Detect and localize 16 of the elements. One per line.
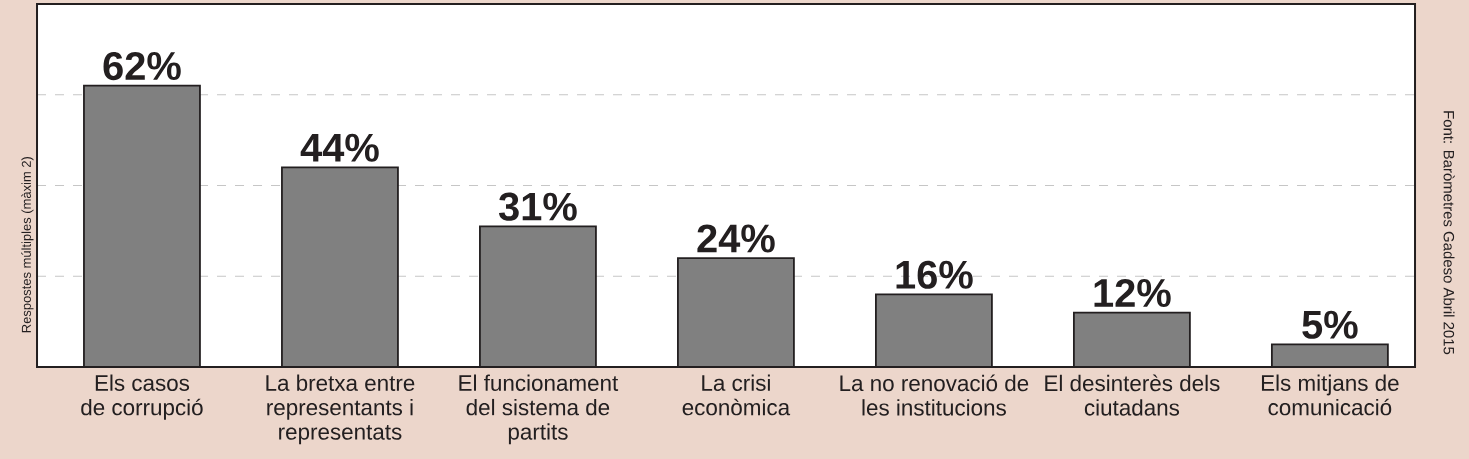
x-tick-label: La no renovació de les institucions — [840, 374, 1029, 416]
data-label: 16% — [896, 260, 973, 289]
text: Font: Baròmetres Gadeso Abril 2015 — [1443, 111, 1455, 355]
data-label: 24% — [697, 224, 775, 253]
x-tick-label: El desinterès dels ciutadans — [1045, 374, 1220, 416]
data-label: 12% — [1094, 278, 1171, 308]
x-tick-label: Els mitjans de comunicació — [1261, 374, 1399, 416]
y-axis-title: Respostes múltiples (màxim 2) — [21, 156, 34, 333]
x-tick-label: La bretxa entre representants i representats — [266, 374, 415, 445]
data-label: 62% — [103, 51, 181, 81]
x-tick-label: Els casos de corrupció — [81, 374, 203, 420]
x-tick-label: El funcionament del sistema de partits — [459, 374, 619, 445]
data-label: 44% — [300, 133, 379, 162]
x-tick-label: La crisi econòmica — [682, 374, 791, 416]
data-label: 31% — [498, 192, 577, 221]
data-label: 5% — [1302, 310, 1358, 339]
